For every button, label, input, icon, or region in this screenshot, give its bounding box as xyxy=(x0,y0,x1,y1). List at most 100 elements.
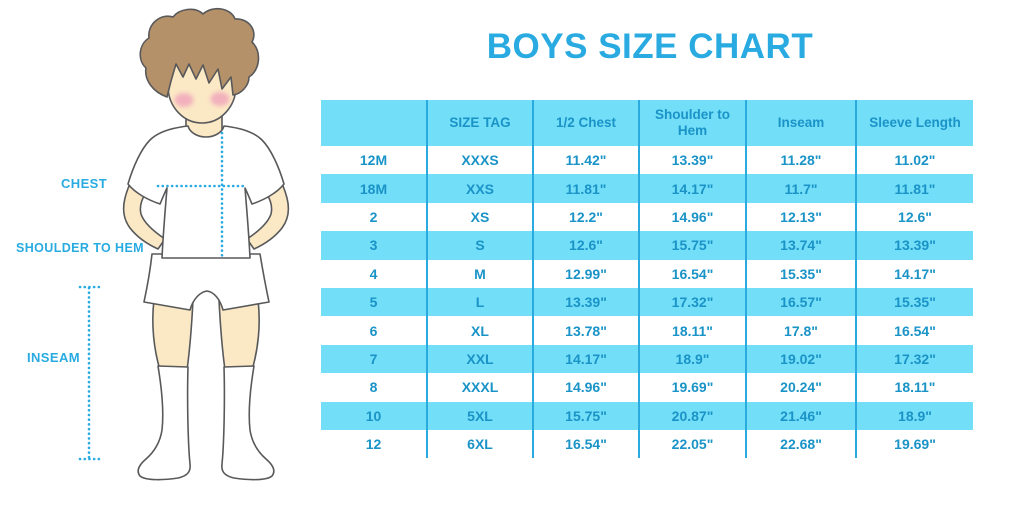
table-row: 12 6XL 16.54" 22.05" 22.68" 19.69" xyxy=(321,429,973,459)
size-table-body: 12M XXXS 11.42" 13.39" 11.28" 11.02" 18M XXS 11.… xyxy=(321,146,973,459)
age-cell: 6 xyxy=(369,322,378,339)
measurement-cell: 18.11" xyxy=(855,373,973,402)
boy-shirt xyxy=(127,125,285,259)
boy-shorts xyxy=(143,253,270,311)
measurement-cell: 17.32" xyxy=(638,287,746,317)
measurement-cell: 12.6" xyxy=(532,231,639,260)
measurement-cell: 19.69" xyxy=(855,429,973,459)
boy-illustration xyxy=(78,7,290,481)
measurement-cell: 14.17" xyxy=(855,259,973,288)
measurement-cell: 14.17" xyxy=(532,344,639,374)
size-tag-cell: XS xyxy=(426,202,533,232)
header-inseam: Inseam xyxy=(745,100,856,146)
measurement-cell: 11.42" xyxy=(532,146,639,175)
measurement-cell: 22.05" xyxy=(638,429,746,459)
measurement-cell: 15.35" xyxy=(745,259,856,288)
boy-right-sock xyxy=(221,365,275,481)
measurement-cell: 12.13" xyxy=(745,202,856,232)
boy-cheeks xyxy=(174,92,230,107)
age-cell: 10 xyxy=(321,401,427,430)
size-tag-cell: XXXS xyxy=(426,146,533,175)
size-tag-cell: XXS xyxy=(426,174,533,203)
age-cell: 7 xyxy=(321,344,427,374)
measurement-cell: 13.39" xyxy=(638,146,746,175)
measurement-cell: 12.99" xyxy=(532,259,639,288)
chest-label: CHEST xyxy=(61,176,108,191)
measurement-cell: 12.6" xyxy=(855,202,973,232)
measurement-cell: 11.28" xyxy=(745,146,856,175)
boy-left-sock xyxy=(137,365,191,481)
size-tag-cell: XXL xyxy=(426,344,533,374)
table-row: 4 M 12.99" 16.54" 15.35" 14.17" xyxy=(321,259,973,288)
page-title: BOYS SIZE CHART xyxy=(486,27,814,66)
table-header-row: SIZE TAG 1/2 Chest Shoulder to Hem Insea… xyxy=(321,100,973,146)
size-tag-cell: L xyxy=(426,287,533,317)
header-age xyxy=(321,100,427,146)
measurement-cell: 11.81" xyxy=(532,174,639,203)
measurement-cell: 21.46" xyxy=(745,401,856,430)
measurement-cell: 14.96" xyxy=(638,202,746,232)
header-shoulder-to-hem: Shoulder to Hem xyxy=(638,100,746,146)
size-tag-cell: M xyxy=(426,259,533,288)
boy-right-leg xyxy=(218,299,260,371)
age-cell: 2 xyxy=(369,208,378,225)
age-cell: 12M xyxy=(359,152,388,169)
age-cell: 8 xyxy=(369,379,378,396)
age-cell: 18M xyxy=(321,174,427,203)
table-row: 10 5XL 15.75" 20.87" 21.46" 18.9" xyxy=(321,401,973,430)
size-tag-cell: XL xyxy=(426,316,533,345)
inseam-label: INSEAM xyxy=(27,350,80,365)
measurement-cell: 18.9" xyxy=(638,344,746,374)
measurement-cell: 19.02" xyxy=(745,344,856,374)
size-tag-cell: S xyxy=(426,231,533,260)
measurement-cell: 15.75" xyxy=(638,231,746,260)
measurement-cell: 13.74" xyxy=(745,231,856,260)
boy-hair xyxy=(139,7,260,98)
measurement-cell: 18.11" xyxy=(638,316,746,345)
measurement-cell: 15.75" xyxy=(532,401,639,430)
measurement-cell: 19.69" xyxy=(638,373,746,402)
boy-left-leg xyxy=(152,299,194,371)
size-tag-cell: XXXL xyxy=(426,373,533,402)
measurement-cell: 16.54" xyxy=(855,316,973,345)
measurement-cell: 20.87" xyxy=(638,401,746,430)
table-row: 7 XXL 14.17" 18.9" 19.02" 17.32" xyxy=(321,344,973,374)
table-row: 18M XXS 11.81" 14.17" 11.7" 11.81" xyxy=(321,174,973,203)
measurement-cell: 18.9" xyxy=(855,401,973,430)
table-row: 2 XS 12.2" 14.96" 12.13" 12.6" xyxy=(321,202,973,232)
size-tag-cell: 6XL xyxy=(426,429,533,459)
measurement-cell: 15.35" xyxy=(855,287,973,317)
size-chart-table: SIZE TAG 1/2 Chest Shoulder to Hem Insea… xyxy=(321,100,973,459)
measurement-cell: 13.39" xyxy=(855,231,973,260)
measurement-cell: 14.17" xyxy=(638,174,746,203)
header-size-tag: SIZE TAG xyxy=(426,100,533,146)
measurement-cell: 16.57" xyxy=(745,287,856,317)
table-row: 3 S 12.6" 15.75" 13.74" 13.39" xyxy=(321,231,973,260)
measurement-cell: 17.32" xyxy=(855,344,973,374)
measurement-cell: 11.7" xyxy=(745,174,856,203)
measurement-cell: 11.81" xyxy=(855,174,973,203)
measurement-cell: 20.24" xyxy=(745,373,856,402)
header-sleeve-length: Sleeve Length xyxy=(855,100,973,146)
age-cell: 12 xyxy=(365,436,382,453)
size-tag-cell: 5XL xyxy=(426,401,533,430)
measurement-cell: 17.8" xyxy=(745,316,856,345)
table-row: 5 L 13.39" 17.32" 16.57" 15.35" xyxy=(321,287,973,317)
measurement-cell: 16.54" xyxy=(638,259,746,288)
measurement-cell: 13.78" xyxy=(532,316,639,345)
measurement-cell: 16.54" xyxy=(532,429,639,459)
measurement-cell: 11.02" xyxy=(855,146,973,175)
age-cell: 3 xyxy=(321,231,427,260)
table-row: 6 XL 13.78" 18.11" 17.8" 16.54" xyxy=(321,316,973,345)
table-row: 8 XXXL 14.96" 19.69" 20.24" 18.11" xyxy=(321,373,973,402)
measurement-cell: 22.68" xyxy=(745,429,856,459)
header-half-chest: 1/2 Chest xyxy=(532,100,639,146)
age-cell: 4 xyxy=(369,265,378,282)
measurement-cell: 14.96" xyxy=(532,373,639,402)
measurement-cell: 13.39" xyxy=(532,287,639,317)
age-cell: 5 xyxy=(321,287,427,317)
shoulder-to-hem-label: SHOULDER TO HEM xyxy=(16,241,144,255)
table-row: 12M XXXS 11.42" 13.39" 11.28" 11.02" xyxy=(321,146,973,175)
measurement-cell: 12.2" xyxy=(532,202,639,232)
